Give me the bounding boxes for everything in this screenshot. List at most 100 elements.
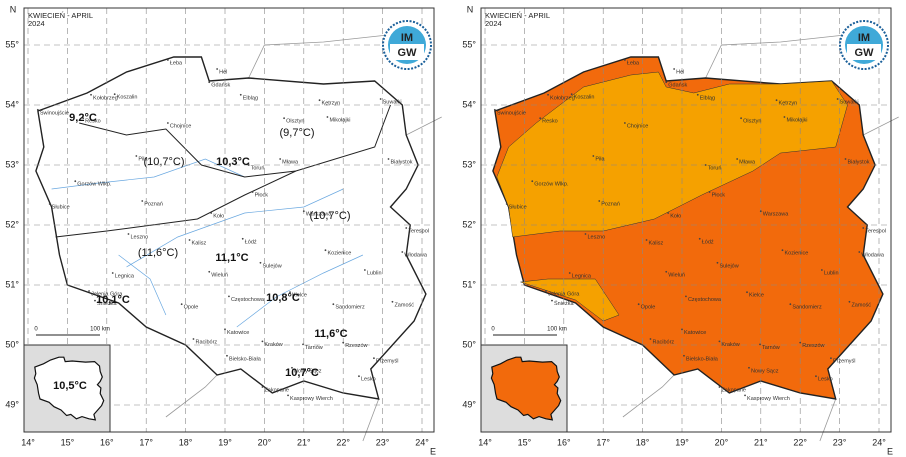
city-dot: [48, 203, 51, 205]
left-panel: 55° 54° 53° 52° 51° 50° 49° 14° 15° 16° 17° 18° 19° 2…: [5, 4, 442, 456]
city-label: Koszalin: [117, 95, 138, 101]
city-dot: [783, 116, 786, 118]
east-label: E: [887, 446, 893, 456]
city-dot: [283, 117, 285, 120]
city-dot: [584, 233, 587, 235]
map-title: KWIECIEŃ - APRIL: [485, 11, 550, 20]
neighbour-border: [165, 374, 218, 418]
temperature-label: (10,7°C): [309, 210, 350, 222]
city-dot: [289, 291, 291, 294]
city-label: Włodawa: [861, 252, 885, 258]
city-dot: [570, 93, 573, 96]
city-dot: [379, 98, 382, 100]
map-title: KWIECIEŃ - APRIL: [28, 11, 93, 20]
lon-tick-label: 17°: [596, 437, 610, 447]
city-label: Elbląg: [700, 95, 715, 101]
lon-tick-label: 17°: [139, 437, 153, 447]
zone-light: [520, 278, 620, 322]
city-dot: [135, 155, 138, 157]
scale-label: 100 km: [547, 327, 567, 333]
city-label: Mława: [282, 159, 299, 165]
city-dot: [545, 290, 547, 292]
city-dot: [111, 272, 114, 274]
inset-poland: [490, 356, 562, 421]
city-dot: [247, 164, 250, 166]
city-label: Lublin: [824, 270, 839, 276]
city-dot: [551, 299, 553, 302]
city-label: Terespol: [865, 228, 886, 234]
neighbour-border: [248, 32, 407, 79]
city-dot: [74, 180, 77, 183]
city-dot: [90, 93, 92, 96]
city-label: Zakopane: [721, 387, 745, 393]
city-label: Lesko: [818, 377, 833, 383]
city-label: Kielce: [749, 293, 764, 299]
lon-tick-label: 16°: [100, 437, 114, 447]
city-dot: [259, 261, 262, 264]
city-label: Włodawa: [404, 252, 428, 258]
city-dot: [781, 249, 784, 252]
city-label: Kraków: [721, 342, 739, 348]
city-label: Sulejów: [719, 263, 738, 269]
city-label: Bielsko-Biała: [229, 356, 262, 362]
city-label: Kielce: [292, 293, 307, 299]
city-dot: [665, 81, 668, 84]
city-dot: [708, 191, 711, 193]
city-label: Katowice: [684, 330, 706, 336]
city-dot: [744, 394, 746, 397]
inset-temperature: 10,5°C: [53, 380, 87, 392]
city-dot: [166, 122, 169, 124]
city-label: Warszawa: [763, 212, 789, 218]
city-label: Tarnów: [305, 345, 323, 351]
city-label: Kalisz: [192, 240, 207, 246]
lat-tick-label: 52°: [462, 219, 476, 229]
city-dot: [224, 328, 226, 331]
region-boundary: [79, 104, 391, 178]
city-label: Kozienice: [784, 251, 808, 257]
city-label: Olsztyn: [743, 119, 761, 125]
city-label: Kętrzyn: [322, 101, 341, 107]
neighbour-border: [705, 32, 864, 79]
city-label: Legnica: [572, 273, 592, 279]
city-label: Płock: [255, 192, 269, 198]
city-label: Słubice: [509, 204, 527, 210]
city-dot: [251, 191, 254, 193]
city-dot: [649, 338, 652, 340]
city-dot: [332, 303, 335, 306]
city-label: Śnieżka: [554, 299, 575, 307]
city-label: Leszno: [130, 234, 148, 240]
city-label: Suwałki: [383, 99, 402, 105]
city-dot: [685, 295, 687, 298]
lat-tick-label: 53°: [5, 159, 19, 169]
city-dot: [748, 366, 750, 369]
city-label: Suwałki: [840, 99, 859, 105]
city-label: Kołobrzeg: [550, 95, 575, 101]
city-label: Leszno: [587, 234, 605, 240]
city-label: Wieluń: [211, 272, 228, 278]
city-label: Hel: [676, 69, 684, 75]
city-dot: [261, 386, 264, 388]
city-label: Przemyśl: [833, 359, 856, 365]
city-dot: [166, 59, 169, 61]
city-label: Lesko: [361, 377, 376, 383]
lon-tick-label: 18°: [636, 437, 650, 447]
city-label: Łódź: [245, 239, 257, 245]
lat-tick-label: 55°: [462, 39, 476, 49]
lon-tick-label: 14°: [478, 437, 492, 447]
temperature-label: (9,7°C): [280, 127, 315, 139]
city-label: Opole: [641, 305, 656, 311]
city-label: Kalisz: [649, 240, 664, 246]
city-label: Koło: [213, 213, 224, 219]
city-dot: [673, 68, 676, 70]
city-dot: [718, 340, 721, 343]
lat-tick-label: 54°: [462, 99, 476, 109]
city-dot: [208, 270, 211, 273]
city-label: Kętrzyn: [779, 101, 798, 107]
city-label: Sulejów: [262, 263, 281, 269]
city-dot: [228, 295, 230, 298]
city-label: Poznań: [144, 201, 163, 207]
zone-light: [496, 71, 848, 238]
lon-tick-label: 19°: [218, 437, 232, 447]
city-dot: [836, 98, 839, 100]
